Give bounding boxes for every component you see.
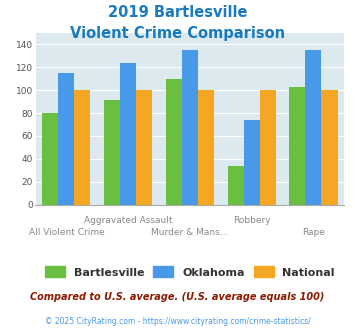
Text: All Violent Crime: All Violent Crime [28,228,104,237]
Bar [305,50,322,205]
Bar [289,87,305,205]
Bar [182,50,198,205]
Bar [228,166,244,205]
Bar [104,101,120,205]
Bar [260,90,276,205]
Bar [58,73,75,205]
Bar [75,90,91,205]
Text: Aggravated Assault: Aggravated Assault [84,216,173,225]
Bar [198,90,214,205]
Bar [42,113,58,205]
Bar [322,90,338,205]
Text: Murder & Mans...: Murder & Mans... [151,228,229,237]
Text: Compared to U.S. average. (U.S. average equals 100): Compared to U.S. average. (U.S. average … [30,292,325,302]
Text: 2019 Bartlesville: 2019 Bartlesville [108,5,247,20]
Legend: Bartlesville, Oklahoma, National: Bartlesville, Oklahoma, National [40,262,339,282]
Bar [120,63,136,205]
Text: © 2025 CityRating.com - https://www.cityrating.com/crime-statistics/: © 2025 CityRating.com - https://www.city… [45,317,310,326]
Text: Rape: Rape [302,228,325,237]
Text: Robbery: Robbery [233,216,271,225]
Bar [244,120,260,205]
Bar [166,79,182,205]
Text: Violent Crime Comparison: Violent Crime Comparison [70,26,285,41]
Bar [136,90,152,205]
